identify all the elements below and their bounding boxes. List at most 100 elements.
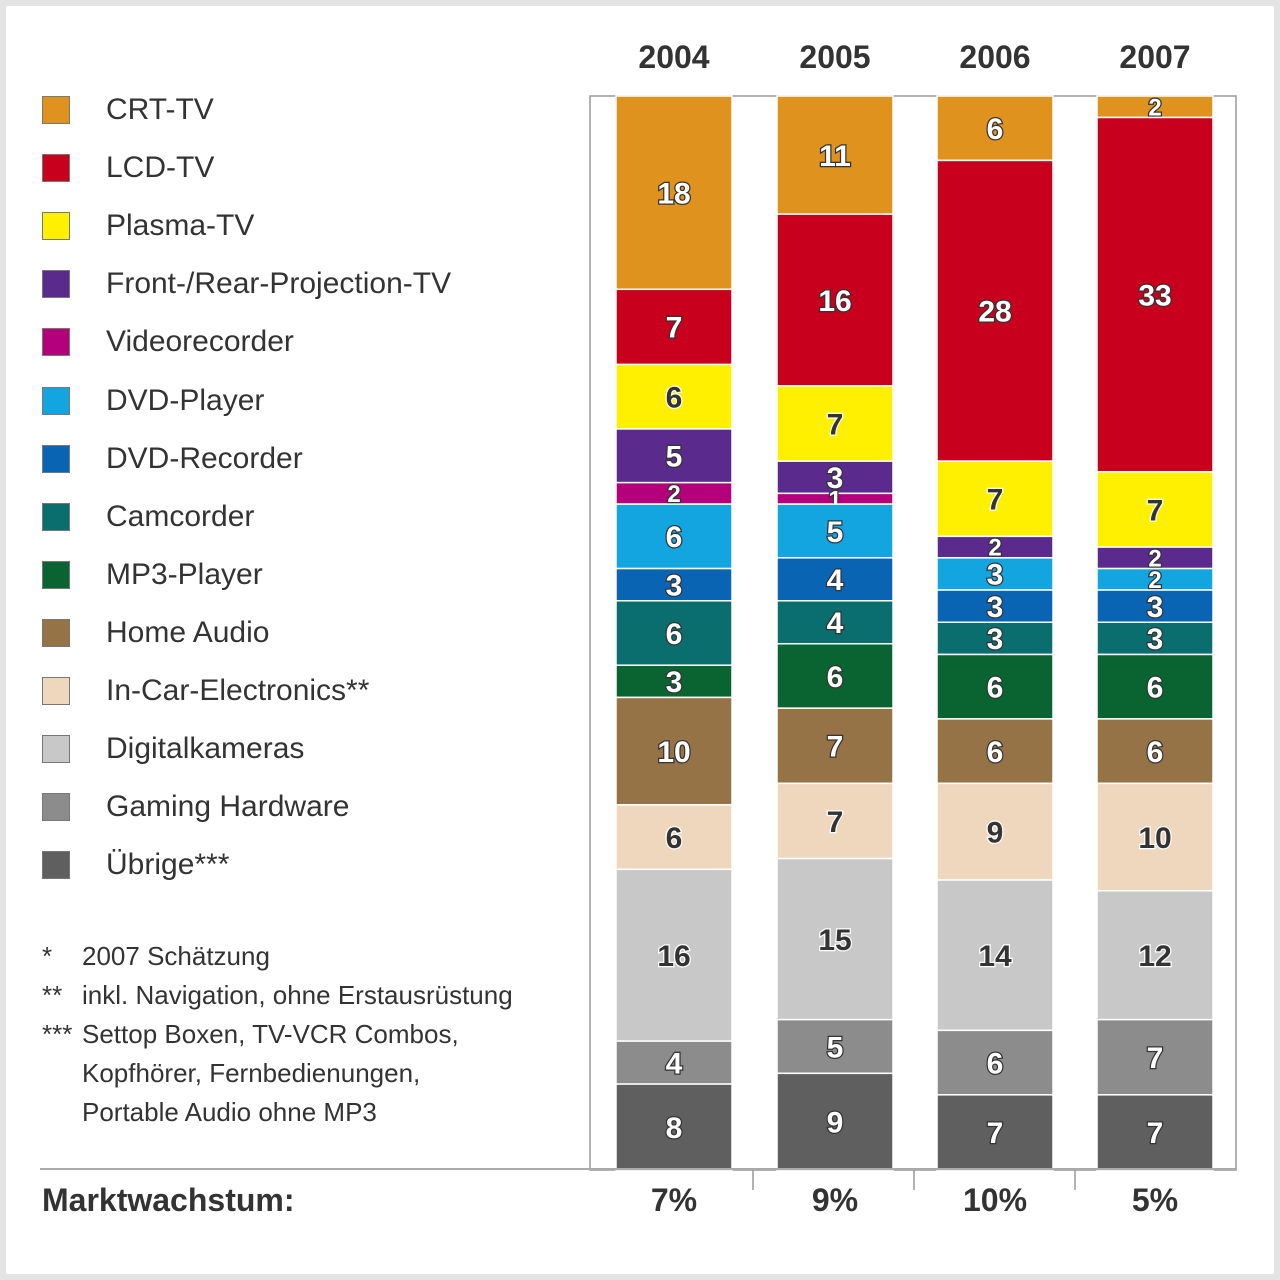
- legend-swatch: [42, 386, 70, 415]
- bar-segment-plasma-tv-2004: [615, 363, 733, 430]
- data-label: 6: [666, 822, 683, 855]
- bar-segment-plasma-tv-2007: [1096, 471, 1214, 548]
- data-label: 11: [819, 140, 851, 173]
- legend-label: Front-/Rear-Projection-TV: [106, 267, 452, 301]
- bar-segment-camcorder-2007: [1096, 621, 1214, 656]
- legend-swatch: [42, 154, 70, 183]
- bar-segment-mp3-player-2006: [936, 653, 1054, 720]
- data-label: 5: [827, 1031, 844, 1064]
- data-label: 16: [657, 940, 690, 973]
- bar-segment-front-rear-projection-tv-2004: [615, 428, 733, 484]
- legend-label: CRT-TV: [106, 93, 214, 126]
- legend-swatch: [42, 328, 70, 357]
- legend-swatch: [42, 793, 70, 822]
- market-growth-value-2006: 10%: [962, 1182, 1028, 1218]
- bar-segment-dvd-recorder-2006: [936, 589, 1054, 624]
- bar-segment-brige-2005: [776, 1072, 894, 1171]
- data-label: 12: [1138, 940, 1171, 973]
- data-label: 4: [827, 607, 844, 640]
- legend-label: Camcorder: [106, 499, 255, 533]
- data-label: 7: [827, 731, 844, 764]
- data-label: 3: [1147, 591, 1164, 624]
- market-growth-value-2005: 9%: [811, 1182, 859, 1218]
- data-label: 2: [1148, 94, 1161, 121]
- legend-label: Gaming Hardware: [106, 790, 350, 824]
- data-label: 7: [827, 806, 844, 839]
- data-label: 3: [987, 559, 1004, 592]
- legend-swatch: [42, 560, 70, 589]
- data-label: 3: [827, 462, 844, 495]
- data-label: 7: [987, 1117, 1004, 1150]
- legend-label: Home Audio: [106, 615, 270, 649]
- data-label: 2: [1148, 567, 1161, 594]
- legend-swatch: [42, 270, 70, 299]
- bar-segment-brige-2007: [1096, 1094, 1214, 1171]
- legend-swatch: [42, 618, 70, 647]
- data-label: 18: [657, 177, 690, 210]
- footnote-line: Portable Audio ohne MP3: [42, 1096, 377, 1128]
- footnote-mark: *: [42, 941, 53, 971]
- data-label: 3: [987, 591, 1004, 624]
- bar-segment-lcd-tv-2007: [1096, 116, 1214, 473]
- bottom-rule: [40, 1168, 1236, 1170]
- data-label: 2: [667, 481, 680, 508]
- data-label: 4: [827, 564, 844, 597]
- bar-segment-digitalkameras-2007: [1096, 890, 1214, 1021]
- bar-segment-gaming-hardware-2006: [936, 1029, 1054, 1096]
- footnote-mark: **: [42, 980, 63, 1010]
- data-label: 10: [657, 736, 690, 769]
- data-label: 2: [988, 535, 1001, 562]
- data-label: 6: [987, 113, 1004, 146]
- footnote-text: inkl. Navigation, ohne Erstausrüstung: [82, 980, 513, 1010]
- footnote-line: Kopfhörer, Fernbedienungen,: [42, 1057, 420, 1089]
- data-label: 33: [1138, 279, 1171, 312]
- data-label: 3: [666, 569, 683, 602]
- bar-segment-dvd-recorder-2005: [776, 557, 894, 602]
- bar-segment-brige-2004: [615, 1083, 733, 1171]
- data-label: 7: [666, 312, 683, 345]
- legend-label: Übrige***: [106, 848, 230, 882]
- legend-label: Plasma-TV: [106, 209, 255, 243]
- data-label: 6: [666, 382, 683, 415]
- legend-swatch: [42, 735, 70, 764]
- bar-segment-in-car-electronics-2007: [1096, 782, 1214, 892]
- bar-segment-digitalkameras-2005: [776, 857, 894, 1021]
- data-label: 6: [1147, 736, 1164, 769]
- bar-segment-home-audio-2005: [776, 707, 894, 785]
- data-label: 6: [987, 1047, 1004, 1080]
- bar-segment-dvd-recorder-2004: [615, 567, 733, 602]
- data-label: 5: [827, 516, 844, 549]
- category-label-2005: 2005: [799, 39, 870, 75]
- bar-segment-dvd-player-2006: [936, 557, 1054, 591]
- bar-segment-home-audio-2006: [936, 718, 1054, 785]
- data-label: 8: [666, 1112, 683, 1145]
- category-label-2006: 2006: [959, 39, 1030, 75]
- data-label: 6: [1147, 672, 1164, 705]
- bar-segment-home-audio-2004: [615, 696, 733, 806]
- data-label: 7: [987, 484, 1004, 517]
- data-label: 3: [666, 666, 683, 699]
- legend-swatch: [42, 677, 70, 705]
- market-growth-label: Marktwachstum:: [42, 1182, 295, 1218]
- bar-segment-in-car-electronics-2006: [936, 782, 1054, 881]
- legend-label: Digitalkameras: [106, 732, 305, 766]
- data-label: 28: [978, 296, 1011, 329]
- data-label: 16: [818, 285, 851, 318]
- data-label: 9: [987, 816, 1004, 849]
- bar-segment-front-rear-projection-tv-2005: [776, 460, 894, 495]
- bar-segment-gaming-hardware-2007: [1096, 1018, 1214, 1096]
- data-label: 10: [1138, 822, 1171, 855]
- legend-label: MP3-Player: [106, 557, 263, 591]
- data-label: 6: [987, 672, 1004, 705]
- data-label: 9: [827, 1106, 844, 1139]
- footnote-line: *** Settop Boxen, TV-VCR Combos,: [42, 1018, 459, 1050]
- legend-label: Videorecorder: [106, 325, 294, 359]
- bar-segment-mp3-player-2007: [1096, 653, 1214, 720]
- data-label: 7: [1147, 494, 1164, 527]
- legend-swatch: [42, 502, 70, 531]
- footnote-line: * 2007 Schätzung: [42, 940, 270, 972]
- legend-label: In-Car-Electronics**: [106, 674, 370, 707]
- data-label: 7: [1147, 1117, 1164, 1150]
